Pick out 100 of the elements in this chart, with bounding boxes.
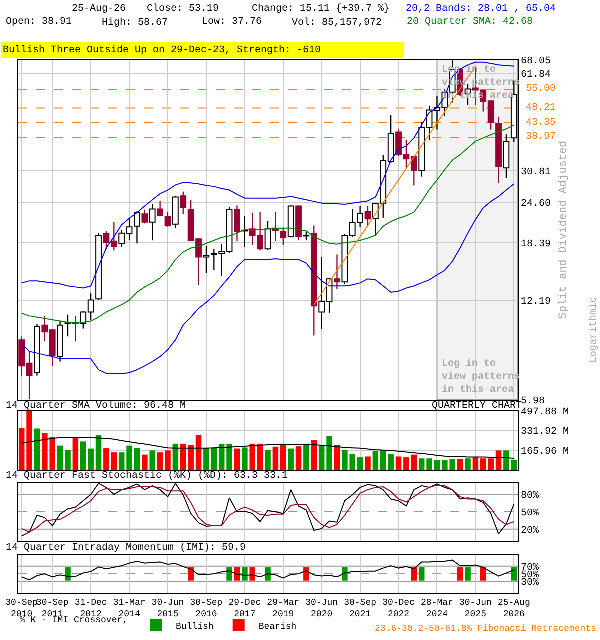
bar (250, 444, 256, 470)
bar (226, 444, 232, 470)
text: Logarithmic (588, 296, 600, 363)
x-tick-label: 30-Sep 2016 (190, 598, 223, 620)
y-tick-label: 30.81 (521, 167, 552, 178)
bar (172, 444, 179, 470)
line-series (21, 437, 515, 460)
ref-line-label: 38.97 (526, 132, 556, 143)
bar (265, 450, 271, 470)
candlestick (334, 254, 340, 290)
bar (472, 458, 479, 470)
bar (418, 458, 425, 470)
bar (157, 452, 164, 470)
bar (357, 458, 364, 470)
bar (142, 454, 148, 470)
bar (411, 454, 418, 470)
bar (496, 450, 502, 470)
x-tick-label: 28-Mar 2024 (421, 598, 454, 620)
bar (96, 435, 102, 470)
annotation: QUARTERLY CHART (432, 401, 522, 412)
y-tick-label: 20% (521, 526, 540, 537)
y-tick-label: 331.92 M (521, 427, 570, 438)
text: Change: 15.11 {+39.7 %} (252, 3, 390, 15)
text: 23.6-38.2-50-61.8% Fibonacci Retracements (375, 624, 596, 634)
y-tick-label: 5.98 (521, 396, 546, 408)
bar (134, 448, 140, 470)
bar (311, 440, 318, 470)
chart-title: 14 Quarter SMA Volume: 96.48 M (6, 400, 186, 412)
ref-line-label: 43.35 (526, 118, 556, 129)
text: Open: 38.91 (6, 17, 72, 28)
y-tick-label: 50% (521, 508, 540, 520)
bar (26, 411, 32, 470)
y-tick-label: 18.39 (521, 239, 552, 250)
y-axis-title: Split and Dividend Adjusted (558, 140, 570, 320)
y-tick-label: 12.19 (521, 296, 552, 308)
bar (365, 456, 371, 470)
bar (457, 459, 464, 470)
bar (57, 446, 64, 470)
legend-label: Bearish (258, 622, 297, 632)
bar (465, 458, 471, 470)
bar (257, 444, 264, 470)
bar (104, 448, 110, 470)
y-tick-label: 68.05 (521, 56, 552, 68)
line-series (21, 560, 515, 581)
x-tick-label: 30-Jun 2025 (459, 598, 492, 620)
x-tick-label: 30-Jun 2015 (152, 598, 184, 620)
y-tick-label: 24.60 (521, 198, 552, 210)
text: Vol: 85,157,972 (292, 17, 382, 29)
bar (434, 460, 440, 470)
bar (318, 446, 325, 470)
x-tick-label: 30-Jun 2020 (306, 598, 338, 620)
bar (288, 448, 294, 470)
bar (426, 458, 432, 470)
bar (196, 435, 202, 470)
text: Close: 53.19 (147, 3, 220, 15)
bar (334, 445, 340, 470)
text: 25-Aug-26 (72, 4, 126, 15)
bar (504, 450, 510, 470)
legend-label: Bullish (176, 622, 214, 632)
bar (18, 428, 25, 470)
bar (126, 446, 132, 470)
text: 20 Quarter SMA: 42.68 (407, 17, 534, 28)
bar (34, 428, 40, 470)
bar (372, 451, 379, 470)
bar (396, 456, 402, 470)
bar (65, 450, 71, 470)
y-tick-label: 80% (521, 491, 540, 502)
ref-line-label: 55.00 (526, 84, 556, 95)
bar (204, 448, 210, 470)
x-tick-label: 25-Aug 2026 (498, 598, 530, 620)
x-tick-label: 30-Sep 2021 (344, 598, 377, 620)
chart-title: Bullish Three Outside Up on 29-Dec-23, Strength: -610 (3, 44, 322, 56)
y-tick-label: 497.88 M (521, 408, 570, 418)
bar (165, 450, 171, 470)
chart-title: 14 Quarter Intraday Momentum (IMI): 59.9 (6, 542, 246, 554)
x-tick-label: 29-Mar 2019 (267, 598, 300, 620)
bar (326, 436, 332, 470)
x-tick-label: 29-Dec 2017 (228, 598, 262, 620)
text: Low: 37.76 (202, 17, 262, 28)
bar (304, 444, 310, 470)
bar (234, 448, 240, 470)
bar (72, 438, 79, 470)
text: 20,2 Bands: 28.01 , 65.04 (406, 3, 556, 15)
y-tick-label: 61.84 (521, 70, 552, 81)
bar (511, 460, 518, 470)
bar (404, 458, 410, 470)
bar (118, 452, 125, 470)
bar (211, 448, 218, 470)
ref-line-label: 48.21 (526, 103, 556, 114)
bar (242, 448, 248, 470)
bar (111, 452, 118, 470)
bar (280, 444, 286, 470)
chart-title: 14 Quarter Fast Stochastic (%K) (%D): 63.3 33.1 (6, 470, 288, 482)
bar (218, 444, 225, 470)
bar (150, 450, 156, 470)
x-tick-label: 30-Dec 2022 (382, 598, 415, 620)
bar (272, 446, 279, 470)
bar (296, 446, 302, 470)
text: High: 58.67 (102, 17, 168, 29)
y-tick-label: 165.96 M (521, 446, 570, 458)
